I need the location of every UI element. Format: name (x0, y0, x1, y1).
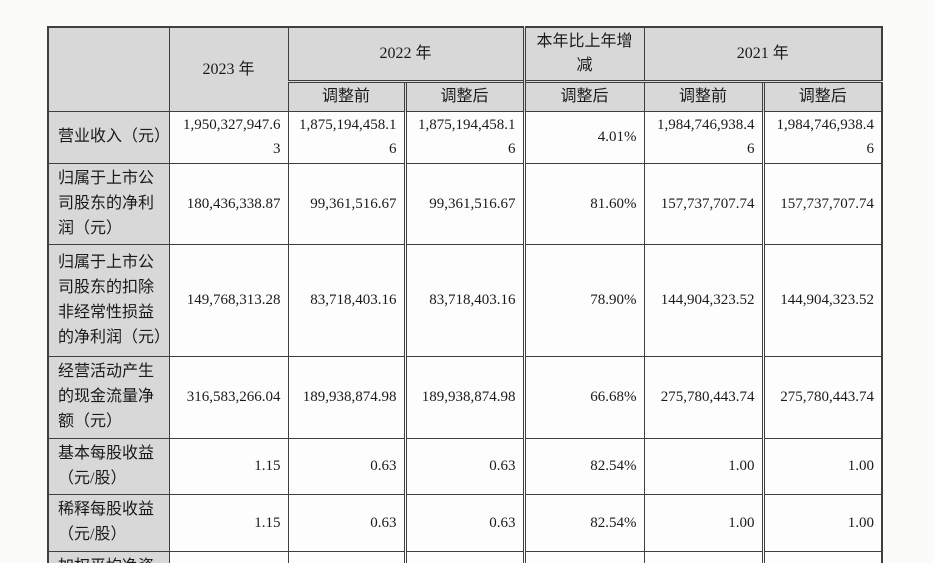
value-cell: 14.18% (761, 550, 883, 563)
value-cell: 8.19% (287, 550, 406, 563)
header-year-row: 2023 年 2022 年 本年比上年增减 2021 年 (47, 26, 883, 112)
value-cell: 1.00 (643, 437, 764, 496)
table-row: 营业收入（元） 1,950,327,947.63 1,875,194,458.16 1… (47, 111, 883, 164)
value-cell: 99,361,516.67 (403, 162, 525, 246)
value-cell: 1.15 (168, 437, 289, 496)
value-cell: 1.00 (643, 494, 764, 552)
value-cell: 1,875,194,458.16 (403, 111, 525, 164)
value-cell: 189,938,874.98 (287, 356, 406, 439)
value-cell: 1.15 (168, 494, 289, 552)
row-label-cell: 基本每股收益（元/股） (47, 437, 170, 496)
value-cell: 99,361,516.67 (287, 162, 406, 246)
row-label-cell: 稀释每股收益（元/股） (47, 494, 170, 552)
value-cell: 14.18% (643, 550, 764, 563)
value-cell: 275,780,443.74 (643, 356, 764, 439)
value-cell: 180,436,338.87 (168, 162, 289, 246)
value-cell: 144,904,323.52 (761, 244, 883, 358)
value-cell: 157,737,707.74 (643, 162, 764, 246)
table-row: 归属于上市公司股东的扣除非经常性损益的净利润（元） 149,768,313.28 8… (47, 244, 883, 358)
value-cell: 4.01% (522, 111, 645, 164)
row-label-cell: 归属于上市公司股东的净利润（元） (47, 162, 170, 246)
subheader-change-post: 调整后 (522, 80, 645, 112)
subheader-2022-post: 调整后 (403, 80, 525, 112)
value-cell: 8.21% (403, 550, 525, 563)
value-cell: 5.50% (522, 550, 645, 563)
table-row: 经营活动产生的现金流量净额（元） 316,583,266.04 189,938,87… (47, 356, 883, 439)
table-row: 稀释每股收益（元/股） 1.15 0.63 0.63 82.54% 1.00 1.00 (47, 494, 883, 552)
row-label-cell: 营业收入（元） (47, 111, 170, 164)
table-row: 基本每股收益（元/股） 1.15 0.63 0.63 82.54% 1.00 1.00 (47, 437, 883, 496)
value-cell: 149,768,313.28 (168, 244, 289, 358)
value-cell: 0.63 (287, 437, 406, 496)
row-label-cell: 归属于上市公司股东的扣除非经常性损益的净利润（元） (47, 244, 170, 358)
header-adjust-row: 调整前 调整后 调整后 调整前 调整后 (48, 80, 883, 112)
value-cell: 157,737,707.74 (761, 162, 883, 246)
subheader-2021-pre: 调整前 (643, 80, 764, 112)
header-change: 本年比上年增减 (522, 26, 645, 82)
value-cell: 1,984,746,938.46 (761, 111, 883, 164)
value-cell: 1,950,327,947.63 (168, 111, 289, 164)
value-cell: 81.60% (522, 162, 645, 246)
value-cell: 1.00 (761, 494, 883, 552)
value-cell: 0.63 (403, 437, 525, 496)
value-cell: 78.90% (522, 244, 645, 358)
header-2023: 2023 年 (168, 26, 289, 112)
value-cell: 83,718,403.16 (403, 244, 525, 358)
table-row: 加权平均净资产收益率13.71%8.19%8.21%5.50%14.18%14.… (47, 550, 883, 563)
value-cell: 189,938,874.98 (403, 356, 525, 439)
subheader-2021-post: 调整后 (761, 80, 883, 112)
header-2021: 2021 年 (643, 26, 883, 82)
financial-summary-table: 2023 年 2022 年 本年比上年增减 2021 年 调整前 调整后 调整后… (47, 26, 884, 563)
value-cell: 66.68% (522, 356, 645, 439)
row-label-cell: 经营活动产生的现金流量净额（元） (47, 356, 170, 439)
table-body: 营业收入（元） 1,950,327,947.63 1,875,194,458.16 1… (47, 111, 883, 563)
subheader-2022-pre: 调整前 (287, 80, 406, 112)
table-row: 归属于上市公司股东的净利润（元） 180,436,338.87 99,361,516… (47, 162, 883, 246)
value-cell: 0.63 (403, 494, 525, 552)
value-cell: 1.00 (761, 437, 883, 496)
header-2022: 2022 年 (287, 26, 525, 82)
value-cell: 144,904,323.52 (643, 244, 764, 358)
table-header: 2023 年 2022 年 本年比上年增减 2021 年 调整前 调整后 调整后… (47, 26, 883, 112)
value-cell: 82.54% (522, 437, 645, 496)
value-cell: 1,984,746,938.46 (643, 111, 764, 164)
value-cell: 82.54% (522, 494, 645, 552)
value-cell: 275,780,443.74 (761, 356, 883, 439)
value-cell: 1,875,194,458.16 (287, 111, 406, 164)
value-cell: 13.71% (168, 550, 289, 563)
row-label-cell: 加权平均净资产收益率 (47, 550, 170, 563)
value-cell: 316,583,266.04 (168, 356, 289, 439)
corner-cell (47, 26, 170, 112)
value-cell: 0.63 (287, 494, 406, 552)
value-cell: 83,718,403.16 (287, 244, 406, 358)
